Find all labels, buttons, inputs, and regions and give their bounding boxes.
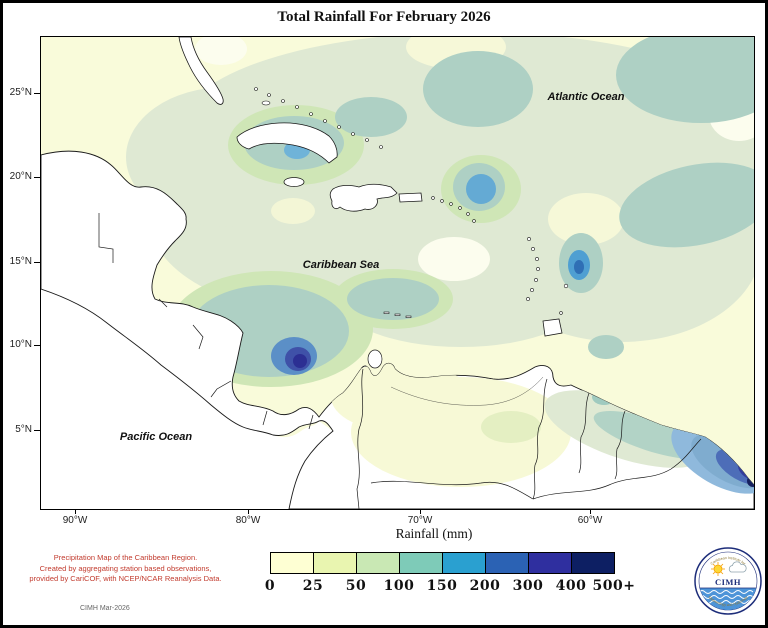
legend-tick-label: 25 (302, 578, 324, 594)
legend-tick-label: 200 (469, 578, 501, 594)
x-tick (420, 509, 421, 514)
rainfall-map: Atlantic Ocean Caribbean Sea Pacific Oce… (40, 25, 765, 512)
credit-text: Precipitation Map of the Caribbean Regio… (23, 553, 228, 585)
y-tick (34, 177, 40, 178)
pacific-ocean-label: Pacific Ocean (120, 431, 192, 443)
legend-tick-label: 0 (264, 578, 276, 594)
x-tick-label: 80°W (235, 515, 261, 526)
legend-swatch (399, 552, 443, 574)
y-tick (34, 93, 40, 94)
cuba (236, 122, 338, 164)
legend-swatch (571, 552, 615, 574)
legend-tick-label: 300 (512, 578, 544, 594)
logo-sea-waves (699, 587, 757, 610)
puerto-rico (398, 192, 423, 203)
legend-tick-label: 50 (345, 578, 367, 594)
cimh-logo: Caribbean Institute for CIMH (693, 546, 763, 616)
legend-colorbar (270, 552, 615, 574)
page-title: Total Rainfall For February 2026 (277, 9, 491, 25)
legend-tick-label: 500+ (592, 578, 636, 594)
hispaniola (329, 183, 398, 212)
legend-tick-label: 150 (426, 578, 458, 594)
legend-swatch (270, 552, 314, 574)
legend-tick-label: 100 (383, 578, 415, 594)
cloud-icon (728, 561, 747, 573)
atlantic-ocean-label: Atlantic Ocean (546, 91, 624, 103)
jamaica (283, 177, 305, 187)
lake-maracaibo (367, 349, 383, 369)
map-frame: Atlantic Ocean Caribbean Sea Pacific Oce… (40, 25, 765, 512)
x-tick (590, 509, 591, 514)
credit-line: provided by CariCOF, with NCEP/NCAR Rean… (29, 574, 222, 583)
legend-tick-label: 400 (555, 578, 587, 594)
legend-swatch (485, 552, 529, 574)
legend-swatch (356, 552, 400, 574)
y-tick (34, 430, 40, 431)
x-tick-label: 70°W (407, 515, 433, 526)
bahamas (254, 87, 383, 149)
y-tick (34, 345, 40, 346)
legend-swatch (313, 552, 357, 574)
credit-line: Created by aggregating station based obs… (39, 563, 212, 573)
x-tick-label: 90°W (62, 515, 88, 526)
issuer-stamp: CIMH Mar-2026 (80, 605, 130, 612)
credit-line: Precipitation Map of the Caribbean Regio… (53, 553, 198, 562)
x-tick (75, 509, 76, 514)
sun-icon (711, 562, 725, 576)
trinidad (542, 318, 563, 337)
logo-acronym: CIMH (715, 577, 741, 587)
y-tick-label: 10°N (9, 339, 32, 350)
y-tick-label: 15°N (9, 256, 32, 267)
florida (178, 36, 224, 105)
legend-swatch (528, 552, 572, 574)
caribbean-sea-label: Caribbean Sea (303, 259, 379, 271)
y-tick (34, 262, 40, 263)
pacific-ocean-area (41, 289, 333, 509)
lesser-antilles (383, 196, 569, 318)
legend-swatch (442, 552, 486, 574)
x-tick-label: 60°W (577, 515, 603, 526)
y-tick-label: 20°N (9, 171, 32, 182)
y-tick-label: 5°N (15, 424, 32, 435)
country-borders (98, 213, 702, 510)
y-tick-label: 25°N (9, 87, 32, 98)
islands (178, 36, 569, 337)
legend-title: Rainfall (mm) (395, 526, 473, 541)
x-tick (248, 509, 249, 514)
